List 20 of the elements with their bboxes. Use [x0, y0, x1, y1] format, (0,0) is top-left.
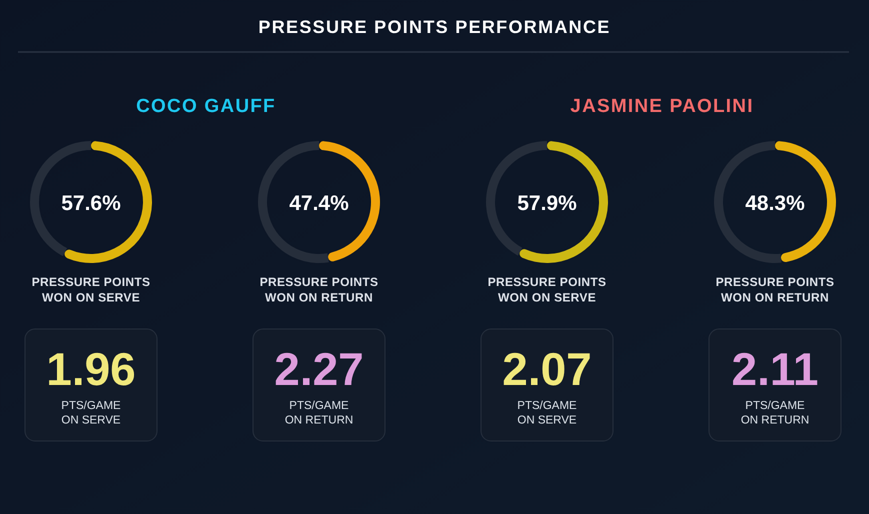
category-label: PTS/GAME ON SERVE	[517, 400, 578, 426]
text: JASMINE PAOLINI	[570, 96, 754, 117]
data-label: 48.3%	[745, 192, 806, 215]
data-label: 57.9%	[517, 192, 578, 215]
text: PRESSURE POINTS PERFORMANCE	[258, 17, 611, 37]
text: PRESSURE POINTS WON ON SERVE	[32, 275, 150, 304]
category-label: PTS/GAME ON RETURN	[740, 400, 810, 426]
text: PRESSURE POINTS WON ON SERVE	[488, 275, 606, 304]
data-label: 47.4%	[289, 192, 350, 215]
text: PRESSURE POINTS WON ON RETURN	[260, 275, 378, 304]
data-label: 2.27	[274, 343, 364, 395]
data-label: 2.07	[502, 343, 592, 395]
data-label: 1.96	[46, 343, 136, 395]
donut-slice	[520, 141, 608, 263]
category-label: PTS/GAME ON SERVE	[61, 400, 122, 426]
data-label: 57.6%	[61, 192, 122, 215]
text: COCO GAUFF	[136, 96, 276, 117]
data-label: 2.11	[732, 343, 818, 395]
text: PRESSURE POINTS WON ON RETURN	[716, 275, 834, 304]
category-label: PTS/GAME ON RETURN	[284, 400, 354, 426]
